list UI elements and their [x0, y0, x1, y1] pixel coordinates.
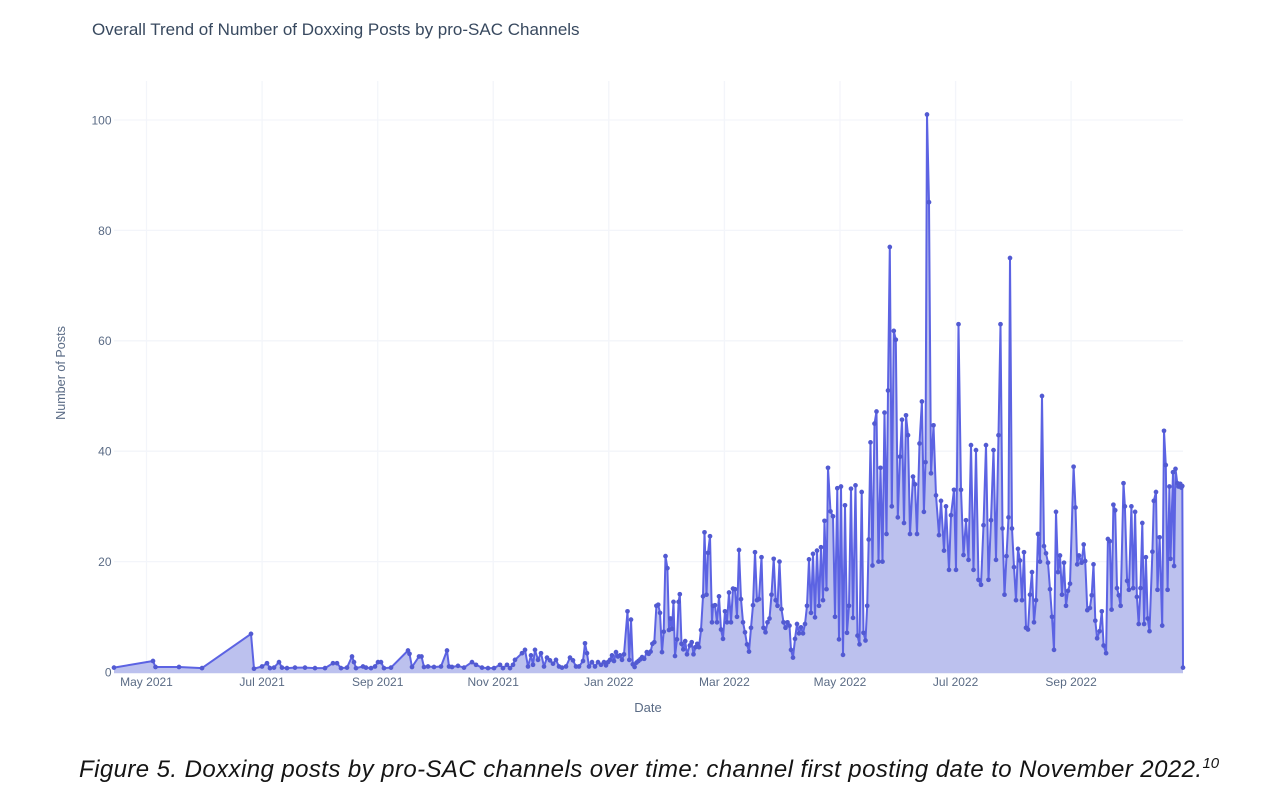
svg-text:Sep 2022: Sep 2022 [1045, 675, 1097, 689]
svg-text:60: 60 [98, 334, 112, 348]
svg-text:Sep 2021: Sep 2021 [352, 675, 404, 689]
svg-text:Overall Trend of Number of Dox: Overall Trend of Number of Doxxing Posts… [92, 20, 580, 39]
svg-text:Jan 2022: Jan 2022 [584, 675, 634, 689]
svg-text:20: 20 [98, 555, 112, 569]
svg-text:Date: Date [634, 700, 661, 715]
svg-text:Nov 2021: Nov 2021 [468, 675, 520, 689]
svg-text:Jul 2022: Jul 2022 [933, 675, 979, 689]
svg-text:40: 40 [98, 445, 112, 459]
svg-text:80: 80 [98, 224, 112, 238]
svg-text:Mar 2022: Mar 2022 [699, 675, 750, 689]
svg-text:Number of Posts: Number of Posts [54, 326, 68, 420]
svg-text:0: 0 [105, 665, 112, 679]
svg-text:May 2021: May 2021 [120, 675, 173, 689]
svg-text:May 2022: May 2022 [814, 675, 867, 689]
svg-text:100: 100 [91, 113, 111, 127]
svg-text:Jul 2021: Jul 2021 [239, 675, 285, 689]
